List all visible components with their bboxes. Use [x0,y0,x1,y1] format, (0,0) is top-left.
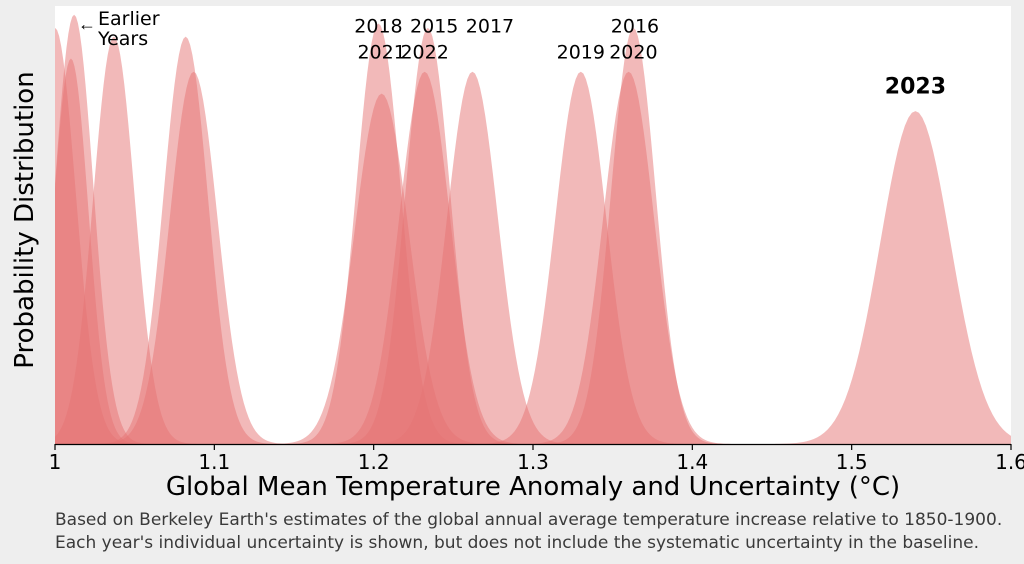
earlier-years-line1: Earlier [98,8,160,30]
year-label: 2019 [557,42,605,64]
y-axis-label: Probability Distribution [10,10,40,430]
distribution-curve [775,111,1024,444]
figure-root: 2018 20212022 2015 2017 2019 2016 2020 2023 Pro… [0,0,1024,564]
x-tick-label: 1.1 [198,450,230,474]
year-label: 2018 [354,15,402,37]
x-axis-label: Global Mean Temperature Anomaly and Unce… [55,472,1011,502]
caption-line-1: Based on Berkeley Earth's estimates of t… [55,510,1002,530]
earlier-years-arrow-icon: ← [78,14,96,35]
year-label: 2020 [609,42,657,64]
earlier-years-annotation: Earlier Years [98,10,160,50]
x-tick-label: 1.3 [517,450,549,474]
year-label: 2017 [466,15,514,37]
year-label: 2021 [357,42,405,64]
year-label: 2023 [885,75,946,100]
caption-line-2: Each year's individual uncertainty is sh… [55,533,979,553]
year-label: 2015 [410,15,458,37]
year-label: 2022 [400,42,448,64]
x-tick-label: 1 [49,450,62,474]
x-tick-label: 1.2 [358,450,390,474]
year-label: 2016 [611,15,659,37]
x-tick-label: 1.6 [995,450,1024,474]
x-tick-label: 1.5 [836,450,868,474]
x-tick-label: 1.4 [676,450,708,474]
earlier-years-line2: Years [98,28,148,50]
